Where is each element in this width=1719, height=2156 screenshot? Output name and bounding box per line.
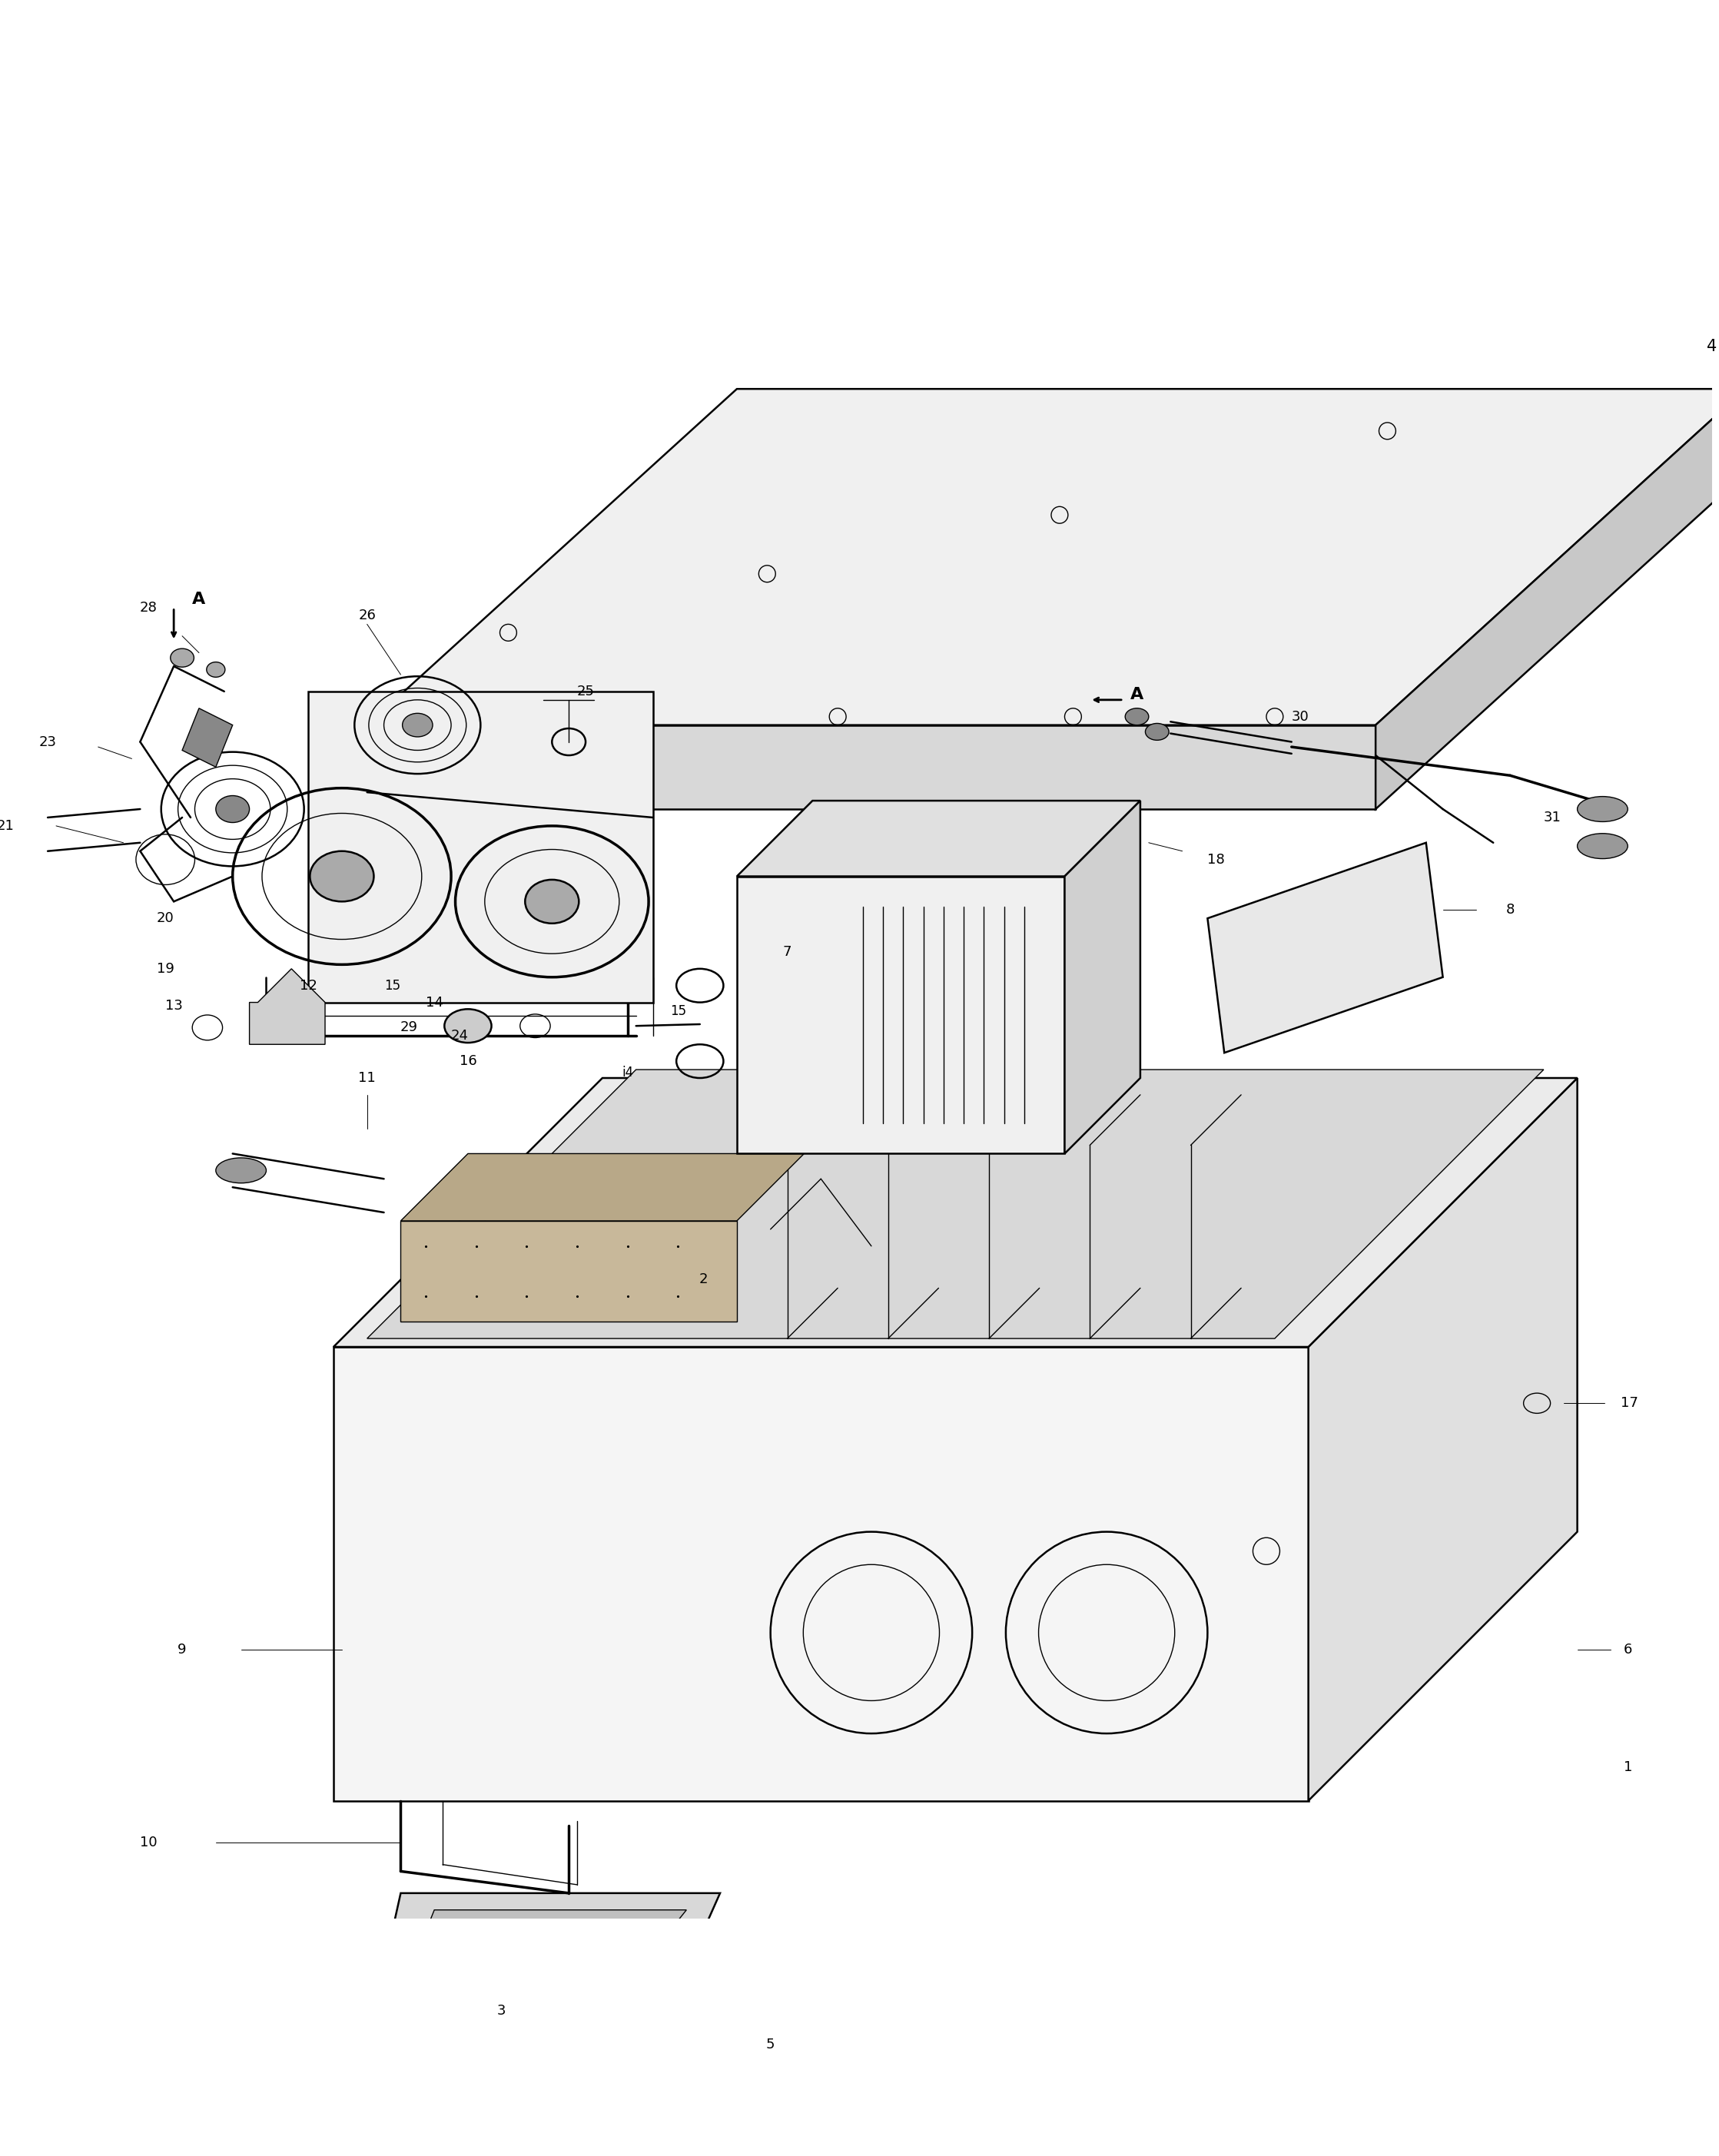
Ellipse shape <box>1578 834 1628 858</box>
Polygon shape <box>737 800 1140 875</box>
Text: A: A <box>1131 688 1143 703</box>
Polygon shape <box>368 724 1375 808</box>
Text: 24: 24 <box>450 1028 468 1044</box>
Polygon shape <box>383 1893 720 1968</box>
Text: 5: 5 <box>767 2037 775 2050</box>
Ellipse shape <box>309 852 373 901</box>
Text: 31: 31 <box>1544 811 1561 824</box>
Text: 14: 14 <box>426 996 444 1009</box>
Text: 11: 11 <box>358 1072 376 1084</box>
Text: 15: 15 <box>670 1005 686 1018</box>
Text: 29: 29 <box>401 1020 418 1035</box>
Text: 23: 23 <box>40 735 57 748</box>
Text: 8: 8 <box>1506 903 1514 916</box>
Text: 28: 28 <box>139 602 158 614</box>
Ellipse shape <box>1578 796 1628 821</box>
Text: 19: 19 <box>156 962 174 977</box>
Ellipse shape <box>206 662 225 677</box>
Polygon shape <box>1207 843 1442 1052</box>
Polygon shape <box>333 1348 1308 1800</box>
Ellipse shape <box>170 649 194 666</box>
Polygon shape <box>1064 800 1140 1153</box>
Text: 13: 13 <box>165 998 182 1013</box>
Text: 1: 1 <box>1623 1759 1631 1774</box>
Polygon shape <box>401 1220 737 1322</box>
Polygon shape <box>368 388 1719 724</box>
Text: 26: 26 <box>358 608 376 623</box>
Polygon shape <box>368 1069 1544 1339</box>
Text: 17: 17 <box>1621 1397 1638 1410</box>
Text: 4: 4 <box>1707 338 1717 354</box>
Text: A: A <box>193 591 206 606</box>
Text: 10: 10 <box>139 1835 156 1850</box>
Polygon shape <box>249 968 325 1044</box>
Polygon shape <box>182 709 232 768</box>
Polygon shape <box>1308 1078 1578 1800</box>
Text: 12: 12 <box>299 979 316 992</box>
Ellipse shape <box>1145 724 1169 740</box>
Polygon shape <box>737 875 1064 1153</box>
Text: 2: 2 <box>700 1272 708 1287</box>
Ellipse shape <box>445 1009 492 1044</box>
Ellipse shape <box>780 1013 794 1026</box>
Ellipse shape <box>402 714 433 737</box>
Polygon shape <box>401 1153 804 1220</box>
Ellipse shape <box>524 880 579 923</box>
Text: 3: 3 <box>497 2003 505 2018</box>
Text: 6: 6 <box>1623 1643 1631 1656</box>
Ellipse shape <box>1126 709 1148 724</box>
Text: 16: 16 <box>459 1054 476 1067</box>
Text: 18: 18 <box>1207 852 1224 867</box>
Ellipse shape <box>217 796 249 824</box>
Polygon shape <box>418 1910 686 1951</box>
Text: i4: i4 <box>622 1065 633 1080</box>
Text: 30: 30 <box>1291 709 1308 724</box>
Text: 21: 21 <box>0 819 14 832</box>
Polygon shape <box>308 692 653 1003</box>
Polygon shape <box>1375 388 1719 808</box>
Text: 7: 7 <box>782 944 792 959</box>
Text: 9: 9 <box>177 1643 187 1656</box>
Polygon shape <box>333 1078 1578 1348</box>
Ellipse shape <box>217 1158 266 1184</box>
Text: 25: 25 <box>578 683 595 699</box>
Text: 20: 20 <box>156 912 174 925</box>
Text: 15: 15 <box>383 979 401 992</box>
